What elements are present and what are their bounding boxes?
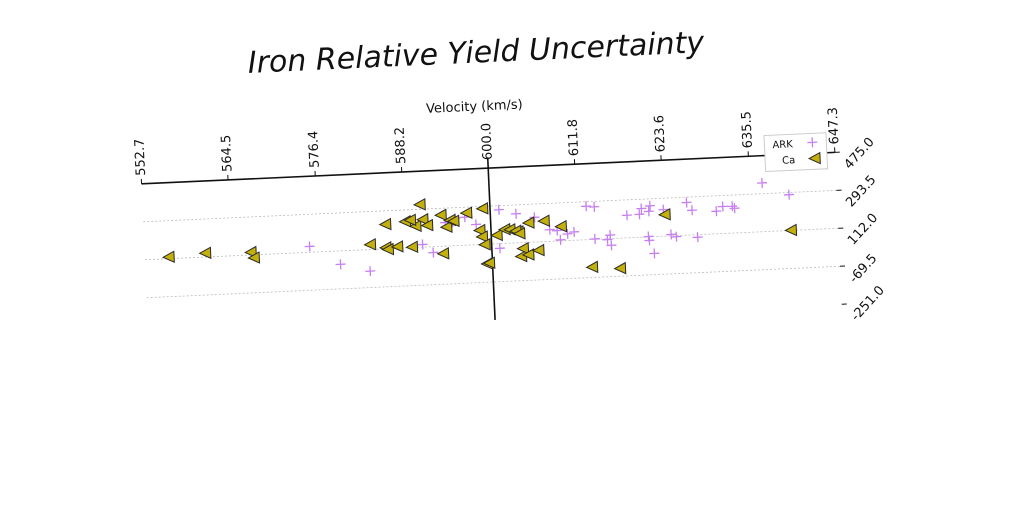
ark-point xyxy=(681,197,692,208)
ark-point xyxy=(692,232,703,243)
axes xyxy=(140,147,847,320)
ark-point xyxy=(589,201,600,212)
ark-point xyxy=(727,201,738,212)
x-tick-label: 564.5 xyxy=(219,134,236,172)
ca-point xyxy=(475,230,489,243)
ca-point xyxy=(482,256,496,270)
ca-point xyxy=(537,214,550,227)
reference-line xyxy=(486,158,496,320)
x-axis-label: Velocity (km/s) xyxy=(426,97,523,116)
ark-point xyxy=(569,226,580,237)
ca-point xyxy=(516,241,530,255)
y-tick-label: -251.0 xyxy=(848,283,887,324)
ca-point xyxy=(436,246,450,260)
y-tick-label: 293.5 xyxy=(843,173,879,211)
x-tick-label: 600.0 xyxy=(479,123,496,161)
ark-point xyxy=(417,239,428,250)
ark-point xyxy=(428,247,439,258)
ca-point xyxy=(381,242,395,256)
data-points xyxy=(161,177,798,277)
chart-plot-group: Iron Relative Yield Uncertainty Velocity… xyxy=(133,25,888,324)
ca-point xyxy=(403,213,417,227)
ca-point xyxy=(477,237,491,251)
legend-label-ca: Ca xyxy=(782,155,796,167)
ark-point xyxy=(687,205,698,216)
ca-point xyxy=(161,250,175,264)
ca-point xyxy=(198,246,212,260)
ark-point xyxy=(555,234,566,245)
ca-point xyxy=(412,197,426,211)
ca-point xyxy=(415,212,429,226)
ark-point xyxy=(671,231,682,242)
ca-point xyxy=(247,251,261,264)
ark-point xyxy=(644,235,655,246)
ark-point xyxy=(529,212,540,223)
legend-label-ark: ARK xyxy=(772,139,793,151)
y-tick-label: -69.5 xyxy=(847,251,881,286)
ca-point xyxy=(521,248,535,261)
ark-point xyxy=(562,228,573,239)
ca-point xyxy=(475,202,489,215)
ca-point xyxy=(434,208,447,222)
ark-point xyxy=(757,177,768,188)
ark-point xyxy=(510,208,521,219)
ca-point xyxy=(472,223,486,237)
ark-point xyxy=(711,206,722,217)
legend: ARK Ca xyxy=(763,132,829,173)
legend-box xyxy=(763,132,829,173)
chart-title: Iron Relative Yield Uncertainty xyxy=(247,25,706,81)
x-tick-label: 611.8 xyxy=(566,119,583,157)
ca-point xyxy=(489,228,503,242)
ca-point xyxy=(585,260,599,274)
ca-point xyxy=(554,219,568,233)
y-tick-label: 112.0 xyxy=(845,211,881,249)
ca-point xyxy=(446,214,460,228)
x-tick-label: 552.7 xyxy=(133,138,150,176)
ark-point xyxy=(335,259,346,270)
ca-point xyxy=(420,218,434,232)
ark-point xyxy=(717,201,728,212)
x-tick-label: 576.4 xyxy=(306,130,323,168)
legend-marker-ark xyxy=(807,137,818,148)
legend-marker-ca xyxy=(807,151,821,165)
x-tick-label: 623.6 xyxy=(652,115,669,153)
ark-point xyxy=(304,241,315,252)
ark-point xyxy=(471,219,482,230)
x-tick-label: 588.2 xyxy=(393,127,410,165)
ark-point xyxy=(605,230,616,241)
ark-point xyxy=(493,204,504,215)
ark-point xyxy=(634,209,645,220)
ark-point xyxy=(783,189,795,200)
ca-point xyxy=(439,220,453,234)
ark-point xyxy=(581,201,592,212)
ark-point xyxy=(643,206,654,217)
ark-point xyxy=(589,233,600,244)
ca-point xyxy=(405,240,419,254)
ca-point xyxy=(390,240,404,253)
ca-point xyxy=(531,243,545,257)
ca-point xyxy=(512,226,526,240)
ark-point xyxy=(365,266,376,277)
ca-point xyxy=(784,223,798,237)
ca-point xyxy=(657,208,671,221)
ca-point xyxy=(521,216,535,229)
legend-markers xyxy=(807,137,821,165)
ca-point xyxy=(378,217,392,231)
ark-point xyxy=(649,248,660,259)
y-tick-label: 475.0 xyxy=(842,135,878,173)
ark-point xyxy=(729,203,740,214)
x-tick-label: 647.3 xyxy=(826,107,843,145)
ca-point xyxy=(613,261,627,275)
ark-point xyxy=(666,229,677,240)
ark-point xyxy=(606,240,617,251)
x-tick-label: 635.5 xyxy=(739,111,756,149)
ark-point xyxy=(494,243,505,254)
ark-point xyxy=(636,203,647,214)
ca-point xyxy=(363,237,377,251)
ark-point xyxy=(621,210,632,221)
ca-point xyxy=(459,206,473,219)
ark-point xyxy=(644,200,656,211)
